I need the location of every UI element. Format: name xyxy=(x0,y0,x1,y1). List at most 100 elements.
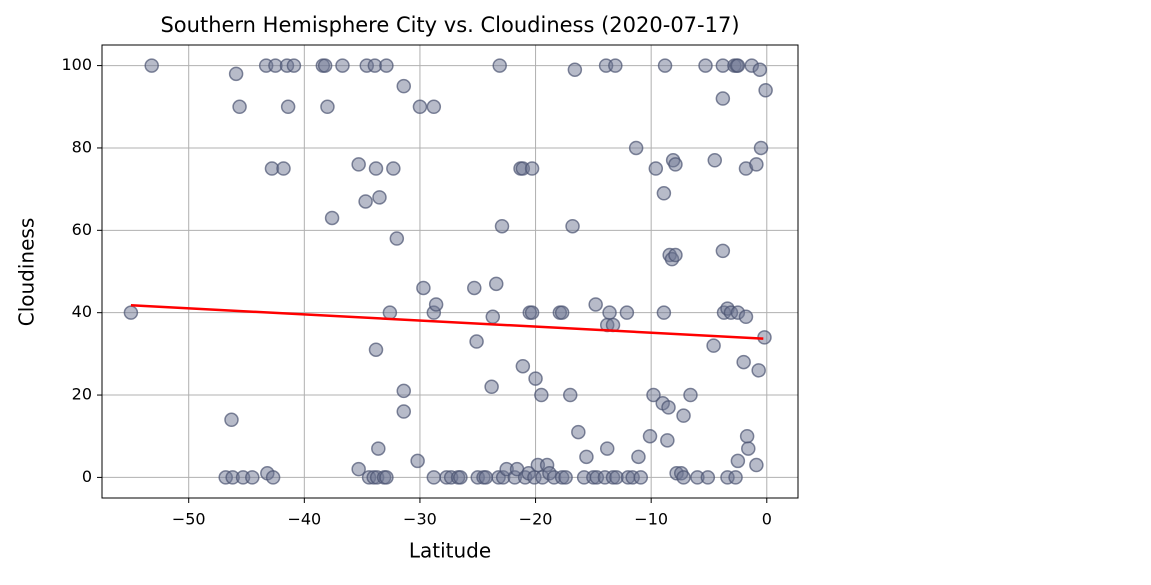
point xyxy=(324,210,340,226)
point xyxy=(753,140,769,156)
point xyxy=(528,371,543,386)
point xyxy=(524,305,540,320)
point xyxy=(224,412,239,428)
point xyxy=(123,305,139,320)
point xyxy=(707,153,723,168)
point xyxy=(633,470,649,485)
point xyxy=(317,58,333,73)
point xyxy=(602,305,617,320)
point xyxy=(565,218,580,234)
point xyxy=(379,470,394,485)
point xyxy=(646,387,661,403)
point xyxy=(683,387,698,403)
y-tick-label: 80 xyxy=(72,137,92,156)
point xyxy=(736,354,751,370)
point xyxy=(467,280,482,296)
point xyxy=(706,338,721,353)
point xyxy=(265,470,281,485)
point xyxy=(351,461,366,477)
point xyxy=(741,441,756,456)
point xyxy=(631,449,646,465)
point xyxy=(494,218,510,234)
point xyxy=(698,58,713,73)
point xyxy=(588,297,603,312)
regression-line xyxy=(130,304,764,340)
plot-frame xyxy=(101,44,799,499)
point xyxy=(752,62,768,77)
point xyxy=(368,161,384,176)
point xyxy=(628,140,644,156)
point xyxy=(280,99,296,115)
point xyxy=(469,334,484,349)
point xyxy=(758,83,773,98)
y-tick-label: 0 xyxy=(82,467,92,486)
point xyxy=(286,58,302,73)
point xyxy=(144,58,159,73)
point xyxy=(228,66,244,82)
point xyxy=(276,161,291,176)
point xyxy=(567,62,583,77)
point xyxy=(416,280,431,296)
point xyxy=(715,91,731,106)
point xyxy=(715,243,731,259)
point xyxy=(579,449,594,465)
point xyxy=(368,342,384,357)
point xyxy=(371,441,386,456)
point xyxy=(412,99,428,115)
point xyxy=(382,305,398,320)
point xyxy=(656,305,672,320)
point xyxy=(608,58,623,73)
point xyxy=(478,470,494,485)
point xyxy=(657,58,673,73)
point xyxy=(426,470,442,485)
point xyxy=(728,470,743,485)
point xyxy=(372,190,387,205)
point xyxy=(648,161,664,176)
point xyxy=(358,194,373,209)
x-tick-label: 0 xyxy=(762,510,772,529)
point xyxy=(676,470,691,485)
point xyxy=(524,161,540,176)
point xyxy=(320,99,335,115)
y-axis-label: Cloudiness xyxy=(15,218,39,327)
x-tick-label: −40 xyxy=(287,510,321,529)
x-tick-label: −50 xyxy=(172,510,206,529)
chart-title: Southern Hemisphere City vs. Cloudiness … xyxy=(160,13,739,37)
point xyxy=(599,441,615,456)
x-tick-label: −10 xyxy=(634,510,668,529)
point xyxy=(730,58,746,73)
x-axis-label: Latitude xyxy=(409,539,491,563)
x-tick-label: −20 xyxy=(519,510,553,529)
point xyxy=(668,157,683,172)
point xyxy=(396,383,412,399)
point xyxy=(488,276,504,292)
point xyxy=(562,387,578,403)
y-tick-label: 40 xyxy=(72,302,92,321)
point xyxy=(554,305,570,320)
point xyxy=(619,305,635,320)
point xyxy=(738,309,754,325)
point xyxy=(534,387,549,403)
point xyxy=(379,58,394,73)
point xyxy=(730,453,746,469)
point xyxy=(571,424,586,440)
point xyxy=(428,297,444,312)
point xyxy=(660,433,675,448)
point xyxy=(642,428,658,444)
point xyxy=(485,309,501,325)
point xyxy=(335,58,350,73)
point xyxy=(656,186,672,201)
point xyxy=(700,470,716,485)
point xyxy=(426,99,442,115)
point xyxy=(389,231,405,246)
point xyxy=(558,470,573,485)
point xyxy=(410,453,425,469)
point xyxy=(751,363,766,378)
y-tick-label: 20 xyxy=(72,385,92,404)
point xyxy=(668,247,683,263)
point xyxy=(232,99,247,115)
point xyxy=(749,157,764,172)
point xyxy=(351,157,366,172)
point xyxy=(661,400,676,415)
